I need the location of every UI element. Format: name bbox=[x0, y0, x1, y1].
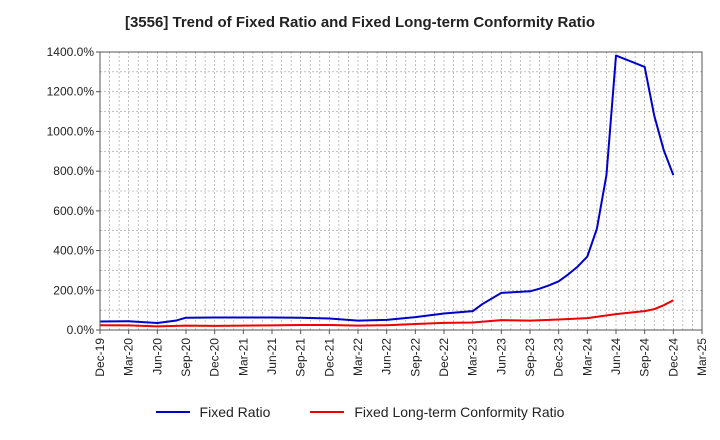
x-tick-label: Jun-22 bbox=[380, 338, 394, 375]
x-tick-label: Dec-22 bbox=[437, 338, 451, 377]
legend-item-fixed-long-term-conformity-ratio: Fixed Long-term Conformity Ratio bbox=[310, 404, 564, 420]
series-line-fixed-ratio bbox=[99, 54, 675, 325]
x-tick-label: Dec-20 bbox=[208, 338, 222, 377]
x-tick-label: Jun-23 bbox=[494, 338, 508, 375]
x-tick-label: Mar-20 bbox=[122, 338, 136, 376]
grid-lines bbox=[99, 51, 703, 331]
x-tick-label: Dec-21 bbox=[322, 338, 336, 377]
x-tick-label: Dec-23 bbox=[552, 338, 566, 377]
x-tick-label: Jun-24 bbox=[609, 338, 623, 375]
legend-swatch-fixed-ratio bbox=[155, 411, 190, 413]
legend-label-fixed-long-term-conformity-ratio: Fixed Long-term Conformity Ratio bbox=[354, 404, 565, 420]
x-tick-label: Mar-24 bbox=[580, 338, 594, 376]
y-tick-label: 200.0% bbox=[53, 283, 94, 297]
legend-item-fixed-ratio: Fixed Ratio bbox=[155, 404, 271, 420]
x-tick-label: Mar-22 bbox=[351, 338, 365, 376]
y-tick-label: 600.0% bbox=[53, 204, 94, 218]
x-tick-label: Sep-24 bbox=[638, 338, 652, 377]
y-tick-label: 400.0% bbox=[53, 244, 94, 258]
chart-title: [3556] Trend of Fixed Ratio and Fixed Lo… bbox=[124, 14, 596, 31]
x-tick-label: Sep-22 bbox=[408, 338, 422, 377]
x-tick-label: Jun-20 bbox=[150, 338, 164, 375]
x-tick-label: Sep-20 bbox=[179, 338, 193, 377]
y-axis-ticks: 0.0% 200.0% 400.0% 600.0% 800.0% 1000.0% 1200.… bbox=[47, 45, 100, 337]
x-tick-label: Jun-21 bbox=[265, 338, 279, 375]
y-tick-label: 800.0% bbox=[53, 164, 94, 178]
x-tick-label: Dec-24 bbox=[666, 338, 680, 377]
plot-frame bbox=[99, 51, 703, 331]
legend-label-fixed-ratio: Fixed Ratio bbox=[199, 404, 271, 420]
x-axis-ticks: Dec-19 Mar-20 Jun-20 Sep-20 Dec-20 Mar-21 Jun-… bbox=[93, 330, 709, 377]
y-tick-label: 1000.0% bbox=[47, 124, 95, 138]
series-line-fixed-long-term-conformity-ratio bbox=[99, 299, 674, 328]
y-tick-label: 0.0% bbox=[67, 323, 95, 337]
x-tick-label: Sep-21 bbox=[294, 338, 308, 377]
y-tick-label: 1400.0% bbox=[47, 45, 95, 59]
legend-swatch-fixed-long-term-conformity-ratio bbox=[310, 411, 345, 413]
x-tick-label: Sep-23 bbox=[523, 338, 537, 377]
y-tick-label: 1200.0% bbox=[47, 85, 95, 99]
series-lines bbox=[99, 54, 675, 328]
chart-legend: Fixed Ratio Fixed Long-term Conformity R… bbox=[0, 404, 720, 420]
x-tick-label: Mar-23 bbox=[466, 338, 480, 376]
x-tick-label: Mar-21 bbox=[236, 338, 250, 376]
x-tick-label: Mar-25 bbox=[695, 338, 709, 376]
x-tick-label: Dec-19 bbox=[93, 338, 107, 377]
